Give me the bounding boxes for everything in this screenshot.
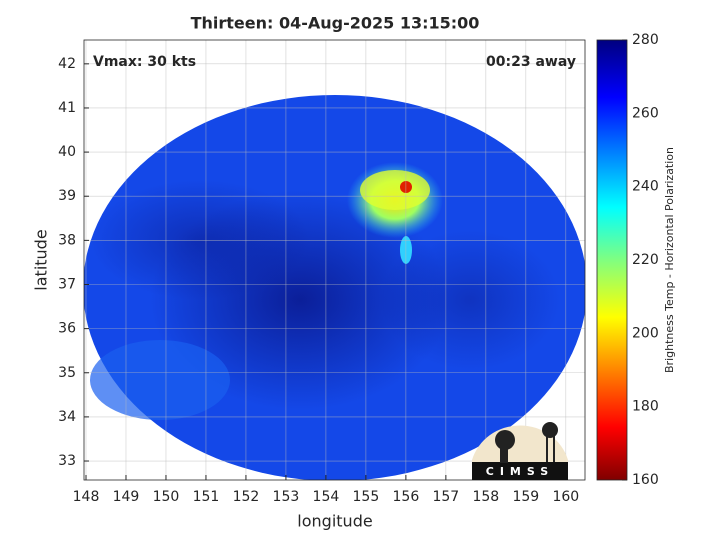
colorbar-tick-label: 260 bbox=[632, 105, 659, 121]
x-tick-label: 160 bbox=[552, 489, 579, 505]
x-tick-label: 157 bbox=[432, 489, 459, 505]
y-tick-label: 37 bbox=[58, 276, 76, 292]
plot-frame bbox=[83, 39, 586, 481]
x-tick-label: 152 bbox=[233, 489, 260, 505]
y-tick-label: 39 bbox=[58, 188, 76, 204]
colorbar-tick-label: 220 bbox=[632, 252, 659, 268]
x-tick-label: 155 bbox=[353, 489, 380, 505]
logo-text: CIMSS bbox=[486, 465, 554, 478]
y-tick-label: 38 bbox=[58, 232, 76, 248]
x-tick-label: 159 bbox=[512, 489, 539, 505]
logo: CIMSS bbox=[472, 422, 568, 480]
y-tick-label: 35 bbox=[58, 365, 76, 381]
imagery bbox=[84, 95, 585, 480]
colorbar-label: Brightness Temp - Horizontal Polarizatio… bbox=[663, 147, 676, 373]
x-tick-label: 151 bbox=[193, 489, 220, 505]
x-tick-label: 150 bbox=[153, 489, 180, 505]
colorbar-tick-label: 160 bbox=[632, 472, 659, 488]
y-tick-label: 40 bbox=[58, 144, 76, 160]
y-axis-label: latitude bbox=[32, 229, 51, 290]
y-tick-label: 41 bbox=[58, 100, 76, 116]
annotation: 00:23 away bbox=[486, 54, 576, 70]
x-tick-label: 154 bbox=[313, 489, 340, 505]
chart-title: Thirteen: 04-Aug-2025 13:15:00 bbox=[191, 14, 480, 33]
annotation: Vmax: 30 kts bbox=[93, 54, 196, 70]
x-axis-label: longitude bbox=[297, 512, 372, 531]
x-tick-label: 149 bbox=[113, 489, 140, 505]
y-tick-label: 34 bbox=[58, 409, 76, 425]
x-tick-label: 156 bbox=[393, 489, 420, 505]
y-tick-label: 42 bbox=[58, 56, 76, 72]
y-tick-label: 33 bbox=[58, 453, 76, 469]
x-tick-label: 148 bbox=[73, 489, 100, 505]
colorbar-tick-label: 180 bbox=[632, 399, 659, 415]
colorbar-tick-label: 200 bbox=[632, 325, 659, 341]
colorbar-tick-label: 240 bbox=[632, 179, 659, 195]
x-tick-label: 153 bbox=[273, 489, 300, 505]
colorbar-tick-label: 280 bbox=[632, 32, 659, 48]
y-tick-label: 36 bbox=[58, 321, 76, 337]
x-tick-label: 158 bbox=[472, 489, 499, 505]
colorbar bbox=[596, 39, 628, 481]
